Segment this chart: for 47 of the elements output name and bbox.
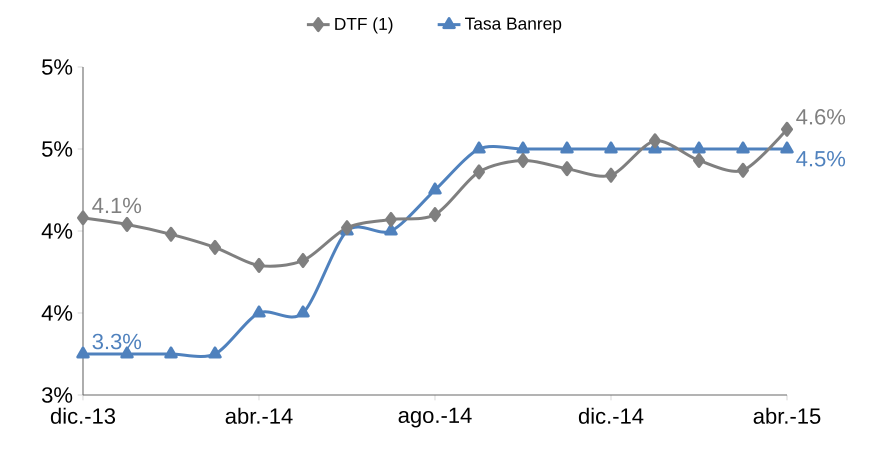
point <box>736 142 750 154</box>
point <box>560 142 574 154</box>
point <box>165 226 177 242</box>
x-tick-label: ago.-14 <box>398 408 472 428</box>
point <box>385 212 397 228</box>
legend-label: Tasa Banrep <box>465 18 562 34</box>
point <box>208 346 222 358</box>
data-label: 4.6% <box>796 109 846 125</box>
y-tick-label: 4% <box>42 305 72 321</box>
point <box>780 142 794 154</box>
point <box>605 168 617 183</box>
point <box>561 161 573 176</box>
point <box>692 142 706 154</box>
y-tick-label: 5% <box>42 141 72 157</box>
point <box>252 306 266 318</box>
x-tick-label: abr.-14 <box>226 408 293 424</box>
x-tick-label: abr.-15 <box>754 408 820 424</box>
legend-label: DTF (1) <box>335 17 392 34</box>
point <box>429 207 441 222</box>
point <box>472 142 486 154</box>
x-tick-label: dic.-14 <box>578 408 644 424</box>
point <box>604 142 618 154</box>
y-tick-label: 4% <box>42 223 72 239</box>
point <box>384 224 398 236</box>
data-label: 4.5% <box>796 151 846 167</box>
point <box>737 162 749 178</box>
point <box>781 122 793 137</box>
x-tick-label: dic.-13 <box>50 408 116 424</box>
point <box>516 142 530 154</box>
data-label: 4.1% <box>92 198 142 214</box>
point <box>121 216 134 232</box>
point <box>649 133 661 148</box>
point <box>209 240 222 255</box>
data-label: 3.3% <box>92 334 142 350</box>
point <box>341 220 353 236</box>
point <box>473 164 485 180</box>
point <box>428 182 442 194</box>
point <box>253 258 265 273</box>
point <box>296 306 310 318</box>
point <box>693 152 705 168</box>
y-tick-label: 5% <box>42 59 72 75</box>
point <box>76 346 90 358</box>
point <box>164 346 178 358</box>
point <box>77 210 89 226</box>
point <box>517 152 529 168</box>
y-tick-label: 3% <box>42 387 72 403</box>
point <box>297 253 309 268</box>
